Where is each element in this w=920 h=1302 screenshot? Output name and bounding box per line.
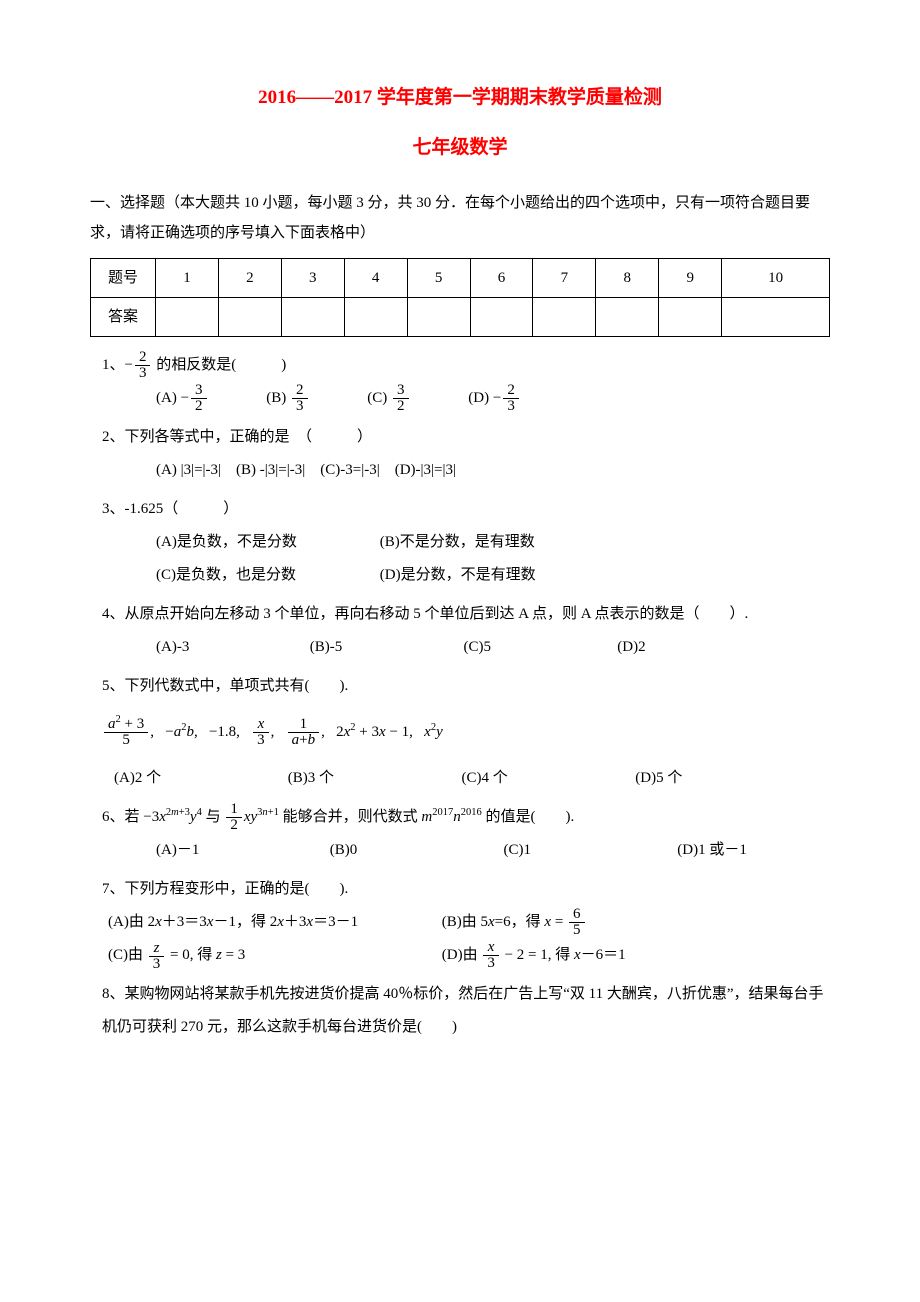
q2-opt-a: (A) |3|=|-3|: [156, 462, 221, 478]
q5-opt-c: (C)4 个: [462, 762, 632, 795]
grid-col: 2: [218, 259, 281, 298]
q4-opt-a: (A)-3: [156, 631, 306, 664]
q1-stem-pre: 1、: [102, 357, 125, 373]
grid-col: 6: [470, 259, 533, 298]
question-5: 5、下列代数式中，单项式共有( ).: [102, 670, 830, 703]
q7-opt-a: (A)由 2x＋3＝3x－1，得 2x＋3x＝3－1: [108, 906, 438, 939]
q1-opt-a: (A) −32: [156, 382, 209, 415]
q8-stem: 8、某购物网站将某款手机先按进货价提高 40％标价，然后在广告上写“双 11 大…: [102, 986, 824, 1035]
grid-answer-cell[interactable]: [218, 298, 281, 337]
question-2: 2、下列各等式中，正确的是 （ ） (A) |3|=|-3| (B) -|3|=…: [102, 421, 830, 487]
q6-mid: 能够合并，则代数式: [283, 809, 418, 825]
q7-opt-d: (D)由 x3 − 2 = 1, 得 x－6＝1: [442, 947, 626, 963]
q7-row2: (C)由 z3 = 0, 得 z = 3 (D)由 x3 − 2 = 1, 得 …: [108, 939, 830, 972]
page-title-main: 2016——2017 学年度第一学期期末教学质量检测: [90, 80, 830, 116]
q7-stem: 7、下列方程变形中，正确的是( ).: [102, 873, 830, 906]
q1-options: (A) −32 (B) 23 (C) 32 (D) −23: [156, 382, 830, 415]
grid-col: 10: [722, 259, 830, 298]
q6-opt-a: (A)－1: [156, 834, 326, 867]
q1-opt-b: (B) 23: [266, 382, 309, 415]
grid-answer-cell[interactable]: [596, 298, 659, 337]
grid-answer-cell[interactable]: [407, 298, 470, 337]
grid-answer-cell[interactable]: [533, 298, 596, 337]
grid-col: 8: [596, 259, 659, 298]
q3-opt-c: (C)是负数，也是分数: [156, 559, 376, 592]
q3-opt-d: (D)是分数，不是有理数: [380, 567, 536, 583]
grid-col: 3: [281, 259, 344, 298]
grid-answer-cell[interactable]: [281, 298, 344, 337]
q3-opt-b: (B)不是分数，是有理数: [380, 534, 535, 550]
q6-opt-c: (C)1: [504, 834, 674, 867]
q3-options-row2: (C)是负数，也是分数 (D)是分数，不是有理数: [156, 559, 830, 592]
q3-opt-a: (A)是负数，不是分数: [156, 526, 376, 559]
grid-answer-cell[interactable]: [722, 298, 830, 337]
grid-answer-row: 答案: [91, 298, 830, 337]
grid-col: 4: [344, 259, 407, 298]
q6-opt-b: (B)0: [330, 834, 500, 867]
grid-col: 7: [533, 259, 596, 298]
q1-stem-frac: 23: [135, 350, 151, 381]
q5-stem: 5、下列代数式中，单项式共有( ).: [102, 670, 830, 703]
question-7: 7、下列方程变形中，正确的是( ). (A)由 2x＋3＝3x－1，得 2x＋3…: [102, 873, 830, 972]
q4-stem: 4、从原点开始向左移动 3 个单位，再向右移动 5 个单位后到达 A 点，则 A…: [102, 598, 830, 631]
q7-opt-b: (B)由 5x=6，得 x = 65: [442, 914, 587, 930]
answer-grid: 题号 1 2 3 4 5 6 7 8 9 10 答案: [90, 258, 830, 337]
grid-answer-cell[interactable]: [344, 298, 407, 337]
q4-opt-b: (B)-5: [310, 631, 460, 664]
q2-opt-b: (B) -|3|=|-3|: [236, 462, 305, 478]
q5-options: (A)2 个 (B)3 个 (C)4 个 (D)5 个: [114, 762, 830, 795]
grid-col: 1: [156, 259, 219, 298]
grid-header-row: 题号 1 2 3 4 5 6 7 8 9 10: [91, 259, 830, 298]
grid-row1-label: 题号: [91, 259, 156, 298]
q2-options: (A) |3|=|-3| (B) -|3|=|-3| (C)-3=|-3| (D…: [156, 454, 830, 487]
question-4: 4、从原点开始向左移动 3 个单位，再向右移动 5 个单位后到达 A 点，则 A…: [102, 598, 830, 664]
q5-opt-b: (B)3 个: [288, 762, 458, 795]
grid-answer-cell[interactable]: [470, 298, 533, 337]
q4-opt-c: (C)5: [464, 631, 614, 664]
q5-opt-d: (D)5 个: [635, 770, 682, 786]
q5-expressions: a2 + 35, −a2b, −1.8, x3, 1a+b, 2x2 + 3x …: [102, 713, 830, 752]
q1-opt-c: (C) 32: [367, 382, 410, 415]
grid-col: 9: [659, 259, 722, 298]
q6-options: (A)－1 (B)0 (C)1 (D)1 或－1: [156, 834, 830, 867]
grid-answer-cell[interactable]: [659, 298, 722, 337]
q3-options-row1: (A)是负数，不是分数 (B)不是分数，是有理数: [156, 526, 830, 559]
q3-stem: 3、-1.625（ ）: [102, 493, 830, 526]
question-1: 1、−23− /* handled below */ 的相反数是( ) (A) …: [102, 349, 830, 415]
q7-row1: (A)由 2x＋3＝3x－1，得 2x＋3x＝3－1 (B)由 5x=6，得 x…: [108, 906, 830, 939]
q7-opt-c: (C)由 z3 = 0, 得 z = 3: [108, 939, 438, 972]
q5-options-wrap: (A)2 个 (B)3 个 (C)4 个 (D)5 个: [102, 762, 830, 795]
q4-opt-d: (D)2: [617, 639, 645, 655]
q2-opt-d: (D)-|3|=|3|: [395, 462, 456, 478]
q2-opt-c: (C)-3=|-3|: [320, 462, 379, 478]
page-title-sub: 七年级数学: [90, 130, 830, 166]
q6-end: 的值是( ).: [485, 809, 574, 825]
q2-stem: 2、下列各等式中，正确的是 （ ）: [102, 421, 830, 454]
q1-stem-post: 的相反数是( ): [156, 357, 286, 373]
question-3: 3、-1.625（ ） (A)是负数，不是分数 (B)不是分数，是有理数 (C)…: [102, 493, 830, 592]
grid-answer-cell[interactable]: [156, 298, 219, 337]
q4-options: (A)-3 (B)-5 (C)5 (D)2: [156, 631, 830, 664]
section1-intro: 一、选择题（本大题共 10 小题，每小题 3 分，共 30 分．在每个小题给出的…: [90, 188, 830, 248]
grid-row2-label: 答案: [91, 298, 156, 337]
question-6: 6、若 −3x2m+3y4 与 12xy3n+1 能够合并，则代数式 m2017…: [102, 801, 830, 867]
grid-col: 5: [407, 259, 470, 298]
q5-opt-a: (A)2 个: [114, 762, 284, 795]
q6-opt-d: (D)1 或－1: [677, 842, 747, 858]
question-8: 8、某购物网站将某款手机先按进货价提高 40％标价，然后在广告上写“双 11 大…: [102, 978, 830, 1044]
q1-opt-d: (D) −23: [468, 382, 521, 415]
